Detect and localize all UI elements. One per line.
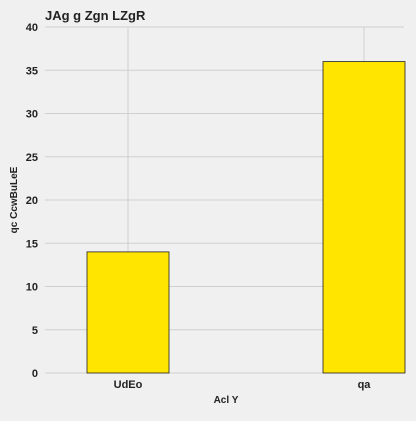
- y-tick-label: 10: [26, 282, 38, 294]
- x-tick-labels: UdEo qa: [114, 379, 372, 391]
- y-tick-label: 0: [32, 368, 38, 380]
- y-tick-label: 35: [26, 65, 38, 77]
- y-tick-label: 40: [26, 22, 38, 34]
- bar-udeo: [86, 251, 170, 374]
- y-tick-label: 15: [26, 238, 38, 250]
- y-axis-label: qc CcwBuLeE: [9, 166, 20, 233]
- x-axis-label: Acl Y: [214, 395, 239, 406]
- bar-layer: [86, 61, 406, 374]
- bar-qa: [322, 61, 406, 374]
- y-tick-label: 25: [26, 152, 38, 164]
- y-tick-labels: 0 5 10 15 20 25 30 35 40: [26, 22, 38, 380]
- chart-title: JAg g Zgn LZgR: [45, 8, 146, 23]
- y-tick-label: 30: [26, 109, 38, 121]
- x-tick-label: UdEo: [114, 379, 143, 391]
- y-tick-label: 20: [26, 195, 38, 207]
- x-tick-label: qa: [358, 379, 372, 391]
- y-tick-label: 5: [32, 325, 38, 337]
